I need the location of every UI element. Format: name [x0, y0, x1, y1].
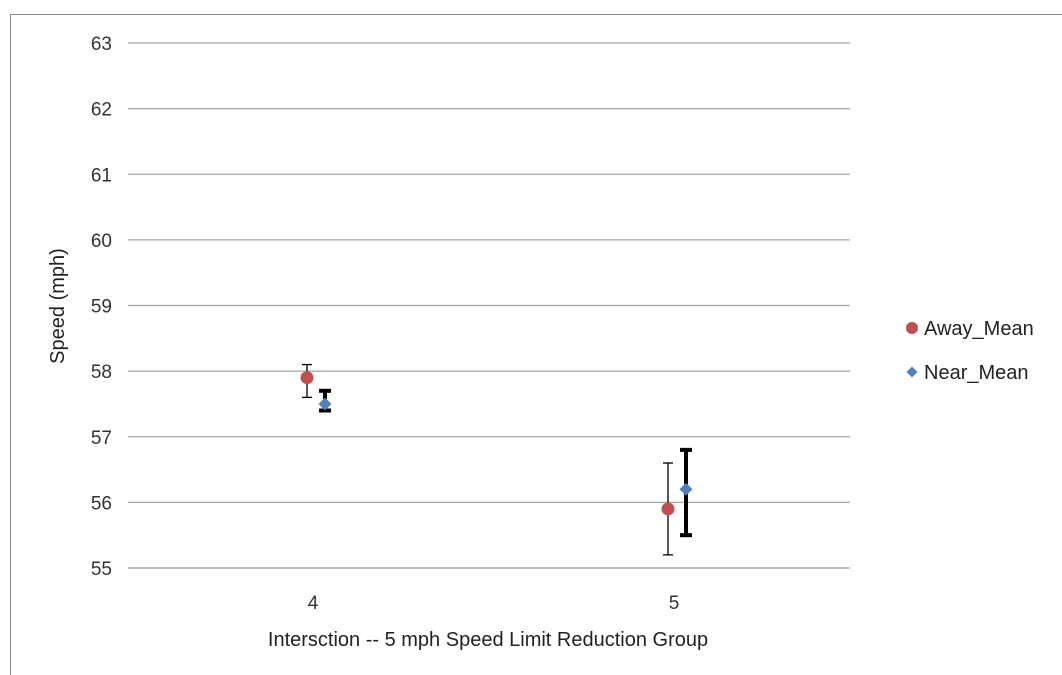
point-Near_Mean-5 — [679, 482, 693, 496]
data-points — [300, 371, 693, 516]
legend-item-Away_Mean: Away_Mean — [906, 318, 1034, 340]
legend: Away_Mean Near_Mean — [906, 318, 1034, 384]
legend-marker-diamond — [906, 366, 918, 378]
y-tick-63: 63 — [91, 34, 112, 55]
point-Away_Mean-5 — [661, 502, 675, 516]
y-tick-59: 59 — [91, 297, 112, 318]
y-tick-61: 61 — [91, 165, 112, 186]
y-tick-57: 57 — [91, 428, 112, 449]
y-axis-label: Speed (mph) — [47, 248, 69, 364]
x-tick-4: 4 — [308, 593, 319, 614]
y-tick-56: 56 — [91, 493, 112, 514]
point-Near_Mean-4 — [318, 397, 332, 411]
point-Away_Mean-4 — [300, 371, 314, 385]
gridlines — [128, 42, 850, 569]
y-tick-60: 60 — [91, 231, 112, 252]
legend-label: Near_Mean — [924, 362, 1029, 384]
x-tick-5: 5 — [669, 593, 680, 614]
legend-marker-circle — [906, 322, 918, 334]
y-tick-58: 58 — [91, 362, 112, 383]
legend-item-Near_Mean: Near_Mean — [906, 362, 1029, 384]
error-bars — [302, 363, 692, 556]
y-tick-62: 62 — [91, 100, 112, 121]
y-tick-labels: 55 56 57 58 59 60 61 62 63 — [91, 34, 112, 580]
x-axis-label: Intersction -- 5 mph Speed Limit Reducti… — [268, 629, 708, 651]
chart-frame — [10, 14, 1062, 675]
legend-label: Away_Mean — [924, 318, 1034, 340]
y-tick-55: 55 — [91, 559, 112, 580]
